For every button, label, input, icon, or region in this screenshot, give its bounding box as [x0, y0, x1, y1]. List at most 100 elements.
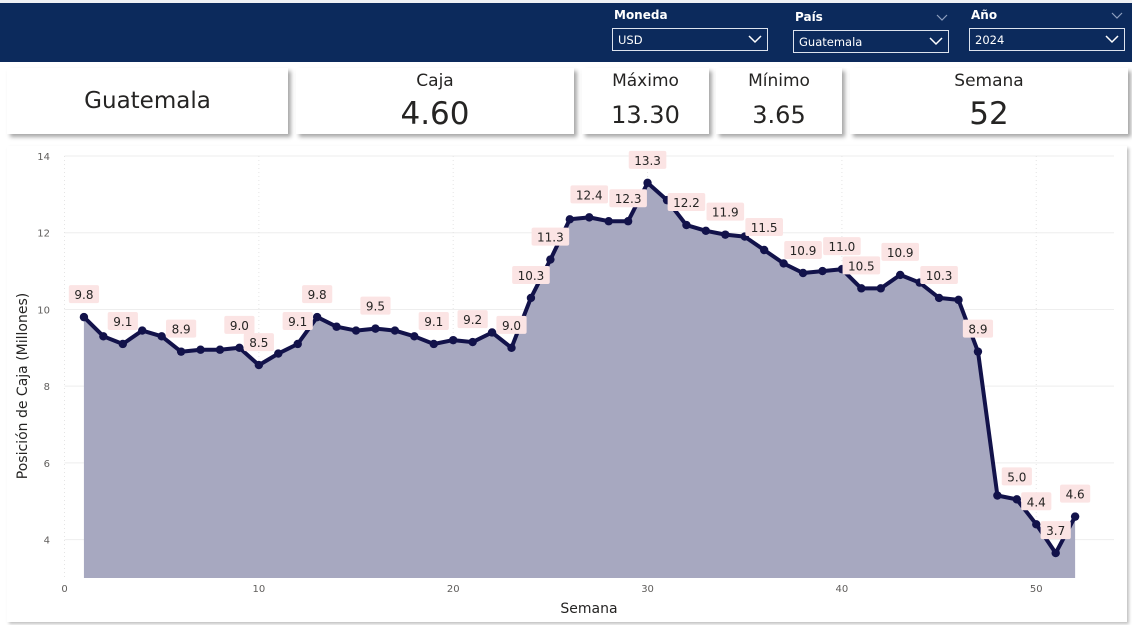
- header-bar: Moneda USD País Guatemala Año 2024: [0, 0, 1132, 62]
- data-point[interactable]: [215, 345, 225, 354]
- x-tick-label: 20: [447, 584, 460, 595]
- data-point[interactable]: [196, 345, 205, 354]
- data-label: 5.0: [1007, 470, 1026, 484]
- data-point[interactable]: [798, 268, 808, 278]
- data-label: 9.1: [424, 315, 443, 329]
- data-label: 9.8: [74, 288, 93, 302]
- data-point[interactable]: [507, 343, 516, 353]
- series-points: [79, 178, 1080, 558]
- data-point[interactable]: [468, 337, 477, 347]
- data-label: 10.9: [790, 244, 817, 258]
- data-point[interactable]: [682, 220, 691, 230]
- data-label: 9.2: [463, 313, 482, 327]
- data-point[interactable]: [954, 295, 963, 305]
- y-tick-label: 14: [37, 152, 50, 163]
- data-point[interactable]: [1032, 520, 1041, 529]
- data-point[interactable]: [779, 259, 788, 268]
- data-point[interactable]: [1051, 548, 1060, 558]
- data-label-bg: [1060, 484, 1091, 503]
- pais-value: Guatemala: [799, 35, 863, 49]
- data-point[interactable]: [623, 217, 633, 226]
- area-chart-svg: 9.89.18.9 9.08.59.19.89.59.1 9.2 9.010.311.…: [15, 150, 1114, 617]
- y-tick-label: 6: [44, 459, 50, 470]
- moneda-dropdown[interactable]: USD: [612, 28, 768, 51]
- data-label-bg: [667, 193, 706, 212]
- caja-value: 4.60: [400, 96, 470, 132]
- data-point[interactable]: [973, 347, 983, 356]
- data-point[interactable]: [1012, 495, 1022, 504]
- data-point[interactable]: [99, 332, 108, 341]
- y-tick-label: 8: [44, 382, 50, 393]
- data-label: 9.8: [308, 288, 327, 302]
- chevron-down-icon[interactable]: [1110, 10, 1124, 22]
- data-point[interactable]: [721, 230, 730, 239]
- minimo-value: 3.65: [752, 101, 806, 129]
- x-tick-label: 50: [1030, 584, 1043, 595]
- data-label-bg: [1021, 492, 1052, 511]
- anio-label: Año: [971, 8, 998, 22]
- data-point[interactable]: [876, 284, 885, 293]
- data-label: 9.1: [113, 315, 132, 329]
- data-point[interactable]: [79, 312, 89, 322]
- data-point[interactable]: [546, 255, 555, 264]
- data-point[interactable]: [818, 266, 827, 276]
- y-tick-label: 4: [44, 536, 50, 547]
- data-point[interactable]: [449, 335, 458, 345]
- data-point[interactable]: [371, 324, 380, 333]
- data-label: 9.0: [230, 319, 249, 333]
- data-label: 13.3: [634, 154, 661, 168]
- data-point[interactable]: [526, 293, 536, 303]
- anio-dropdown[interactable]: 2024: [969, 28, 1125, 51]
- minimo-card: Mínimo 3.65: [716, 68, 842, 134]
- data-label-bg: [496, 315, 527, 334]
- x-tick-label: 0: [61, 584, 67, 595]
- chevron-down-icon: [1105, 35, 1119, 44]
- country-name: Guatemala: [84, 88, 211, 114]
- data-point[interactable]: [759, 245, 769, 255]
- data-point[interactable]: [857, 284, 866, 293]
- data-point[interactable]: [176, 347, 186, 356]
- data-point[interactable]: [332, 322, 341, 331]
- data-point[interactable]: [604, 217, 613, 226]
- data-point[interactable]: [487, 328, 497, 337]
- anio-slicer: Año 2024: [969, 8, 1125, 52]
- data-point[interactable]: [429, 339, 438, 349]
- data-point[interactable]: [643, 178, 652, 188]
- data-point[interactable]: [410, 332, 419, 341]
- data-point[interactable]: [274, 349, 283, 358]
- maximo-value: 13.30: [611, 101, 680, 129]
- caja-title: Caja: [416, 71, 454, 91]
- data-point[interactable]: [565, 215, 575, 224]
- data-label: 11.9: [712, 206, 739, 220]
- data-label-bg: [531, 227, 570, 246]
- data-point[interactable]: [254, 360, 264, 370]
- data-point[interactable]: [701, 226, 711, 236]
- data-label-bg: [302, 285, 333, 304]
- data-point[interactable]: [585, 213, 594, 222]
- data-label: 10.5: [848, 259, 875, 273]
- data-point[interactable]: [118, 339, 128, 349]
- cash-position-chart: 9.8 9.1 8.9 9.0 8.5 9.1 9.8 9.5 9.1 9.2 9.0 10.3 11.…: [7, 146, 1127, 622]
- data-point[interactable]: [934, 293, 944, 303]
- chevron-down-icon[interactable]: [935, 12, 949, 24]
- data-point[interactable]: [312, 312, 322, 322]
- data-label-bg: [920, 265, 958, 284]
- data-point[interactable]: [351, 326, 361, 335]
- data-point[interactable]: [138, 326, 147, 335]
- data-label-bg: [360, 296, 391, 315]
- data-label: 8.9: [968, 323, 987, 337]
- data-point[interactable]: [293, 339, 302, 349]
- data-label-bg: [512, 265, 550, 284]
- data-point[interactable]: [390, 326, 400, 335]
- data-label: 8.5: [249, 336, 268, 350]
- data-point[interactable]: [157, 332, 166, 341]
- pais-dropdown[interactable]: Guatemala: [793, 30, 949, 53]
- data-label-bg: [745, 217, 783, 236]
- area-shape: [83, 182, 1076, 578]
- data-label: 12.3: [615, 192, 642, 206]
- x-tick-label: 40: [836, 584, 849, 595]
- data-point[interactable]: [993, 491, 1002, 500]
- data-point[interactable]: [1070, 512, 1080, 521]
- data-point[interactable]: [235, 343, 244, 353]
- data-point[interactable]: [896, 270, 905, 280]
